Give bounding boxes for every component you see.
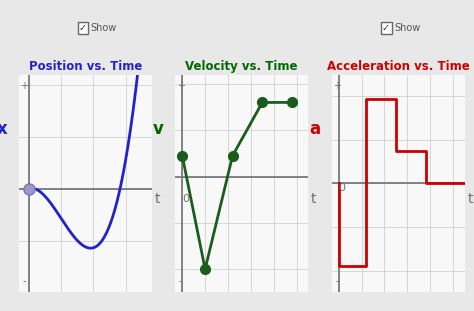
Text: Show: Show [91, 23, 117, 33]
Text: t: t [467, 192, 473, 206]
Title: Acceleration vs. Time: Acceleration vs. Time [327, 60, 470, 73]
Title: Position vs. Time: Position vs. Time [28, 60, 142, 73]
Text: ✓: ✓ [78, 23, 86, 33]
Text: -: - [336, 276, 339, 286]
Text: a: a [309, 120, 320, 138]
Title: Velocity vs. Time: Velocity vs. Time [185, 60, 298, 73]
Text: Show: Show [394, 23, 420, 33]
Text: +: + [177, 81, 185, 91]
Text: +: + [333, 81, 341, 91]
Text: -: - [23, 276, 26, 286]
Text: t: t [155, 192, 160, 206]
Text: 0: 0 [338, 183, 345, 193]
Text: ✓: ✓ [382, 23, 390, 33]
Text: x: x [0, 120, 7, 138]
Text: -: - [179, 276, 182, 286]
Text: 0: 0 [182, 194, 189, 204]
Text: v: v [153, 120, 164, 138]
Text: +: + [20, 81, 28, 91]
Text: t: t [311, 192, 316, 206]
